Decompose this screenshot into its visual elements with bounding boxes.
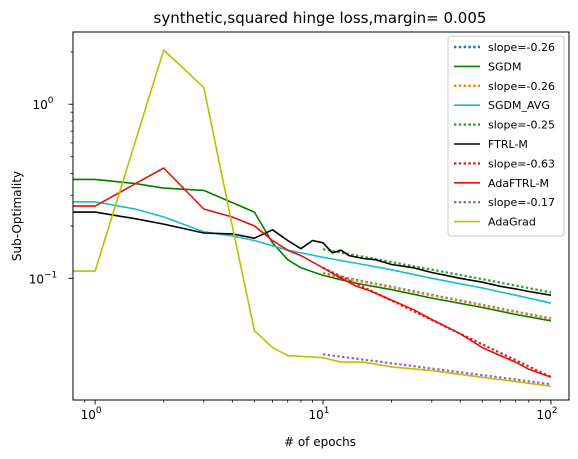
legend-label-5: slope=-0.25: [488, 119, 555, 132]
y-axis: 10−1 100: [29, 51, 73, 286]
y-axis-label: Sub-Optimality: [10, 171, 24, 261]
series-line-9: [322, 353, 552, 386]
x-tick-label: 102: [536, 406, 557, 422]
series-line-2: [73, 178, 552, 322]
legend-box: [447, 35, 565, 237]
series-line-8: [73, 167, 552, 379]
legend-label-1: slope=-0.26: [488, 41, 555, 54]
series-line-5: [322, 248, 552, 294]
plot-frame: [72, 31, 570, 401]
series-line-3: [322, 272, 552, 321]
x-tick-label: 101: [309, 406, 330, 422]
series-layer: [73, 49, 552, 387]
legend-label-7: slope=-0.63: [488, 157, 555, 170]
legend-label-3: slope=-0.26: [488, 80, 555, 93]
legend-label-4: SGDM_AVG: [488, 99, 550, 112]
y-tick-label: 10−1: [29, 270, 58, 286]
series-line-10: [73, 49, 552, 387]
legend-label-6: FTRL-M: [488, 138, 528, 151]
series-line-6: [73, 211, 552, 296]
y-tick-label: 100: [32, 96, 53, 112]
x-tick-label: 100: [81, 406, 102, 422]
legend-label-9: slope=-0.17: [488, 196, 555, 209]
legend-label-2: SGDM: [488, 60, 521, 73]
x-axis-label: # of epochs: [284, 435, 356, 449]
legend-label-10: AdaGrad: [488, 216, 536, 229]
x-axis: 100 101 102: [81, 400, 557, 422]
legend-label-8: AdaFTRL-M: [488, 177, 549, 190]
legend: slope=-0.26 SGDM slope=-0.26 SGDM_AVG slope=…: [447, 35, 565, 237]
chart-title: synthetic,squared hinge loss,margin= 0.0…: [154, 9, 487, 27]
